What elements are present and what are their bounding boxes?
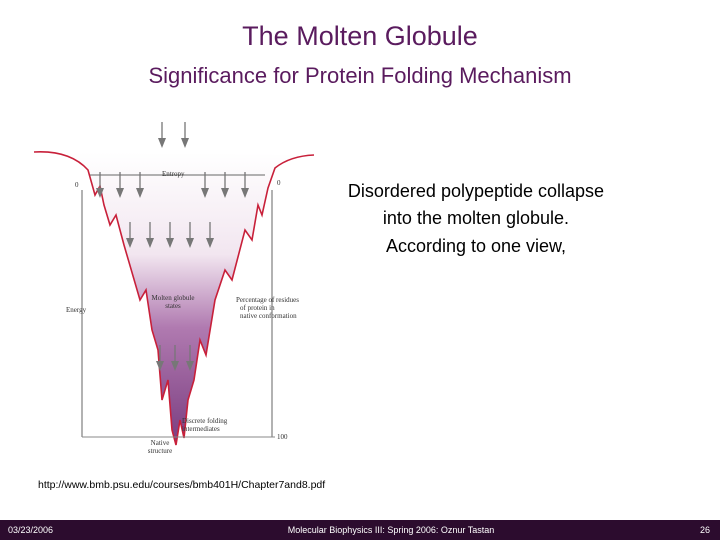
fig-label: intermediates: [182, 425, 220, 433]
fig-label: Entropy: [162, 170, 185, 178]
footer-bar: [0, 520, 720, 540]
fig-label: of protein in: [240, 304, 275, 312]
fig-label: 100: [277, 433, 288, 441]
body-text: According to one view,: [386, 236, 566, 256]
footer-page: 26: [700, 525, 710, 535]
footer-course: Molecular Biophysics III: Spring 2006: O…: [288, 525, 494, 535]
title: The Molten Globule: [242, 21, 478, 51]
fig-label: Discrete folding: [182, 417, 228, 425]
fig-label: states: [165, 302, 181, 310]
body-text: Disordered polypeptide collapse: [348, 181, 604, 201]
fig-label: Molten globule: [152, 294, 195, 302]
funnel-figure: Entropy Energy 0 0 100 Molten globule st…: [33, 121, 315, 455]
fig-label: native conformation: [240, 312, 297, 320]
fig-label: 0: [75, 181, 79, 189]
funnel: [33, 151, 315, 446]
footer-date: 03/23/2006: [8, 525, 53, 535]
fig-label: Native: [151, 439, 170, 447]
body-text: into the molten globule.: [383, 208, 569, 228]
fig-label: 0: [277, 179, 281, 187]
fig-label: structure: [148, 447, 173, 455]
source-link: http://www.bmb.psu.edu/courses/bmb401H/C…: [38, 479, 325, 491]
subtitle: Significance for Protein Folding Mechani…: [148, 63, 571, 88]
fig-label: Percentage of residues: [236, 296, 299, 304]
fig-label: Energy: [66, 306, 87, 314]
